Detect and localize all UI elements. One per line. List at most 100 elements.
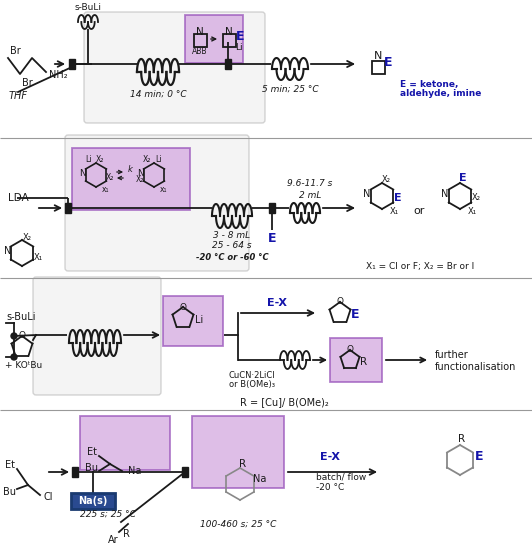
Bar [194,34,206,47]
Text: X₂: X₂ [22,233,31,241]
Text: R: R [239,459,246,469]
FancyBboxPatch shape [33,277,161,395]
Text: ABB: ABB [192,47,208,56]
Text: s-BuLi: s-BuLi [74,3,102,12]
Text: E: E [475,450,483,464]
Text: N: N [442,189,448,199]
Text: E: E [394,193,402,203]
Text: 14 min; 0 °C: 14 min; 0 °C [130,90,186,98]
FancyBboxPatch shape [72,148,190,210]
Text: or: or [413,206,425,216]
Text: X₁: X₁ [468,206,477,216]
Text: X₂: X₂ [471,194,480,202]
Text: Na: Na [253,474,267,484]
Bar [72,467,78,477]
Text: N: N [137,168,144,178]
Text: s-BuLi: s-BuLi [6,312,36,322]
Text: NH₂: NH₂ [49,70,68,80]
Text: 225 s; 25 °C: 225 s; 25 °C [80,509,136,519]
Text: THF: THF [9,91,28,101]
Text: N: N [225,27,233,37]
Text: Na: Na [128,466,142,476]
Text: Et: Et [87,447,97,457]
Text: Br: Br [10,46,21,56]
FancyBboxPatch shape [84,12,265,123]
Text: Na(s): Na(s) [78,496,107,506]
Text: 9.6-11.7 s: 9.6-11.7 s [287,179,332,189]
Text: O: O [19,332,26,340]
Text: Bu: Bu [4,487,16,497]
Bar [269,203,275,213]
Text: Bu: Bu [86,463,98,473]
Text: k: k [128,166,132,174]
Text: E: E [384,57,392,69]
Text: E: E [236,30,244,43]
Text: E = ketone,: E = ketone, [400,80,459,89]
Bar [371,60,385,74]
FancyBboxPatch shape [80,416,170,470]
Text: functionalisation: functionalisation [435,362,517,372]
Text: batch/ flow: batch/ flow [316,472,366,481]
Text: N: N [4,246,12,256]
Text: N: N [79,168,85,178]
Text: N: N [363,189,371,199]
Text: x₁: x₁ [102,184,110,194]
Text: Li: Li [235,42,243,52]
Text: O: O [179,302,187,311]
Text: X₁: X₁ [389,206,398,216]
Text: aldehyde, imine: aldehyde, imine [400,90,481,98]
Text: Cl: Cl [44,492,54,502]
FancyBboxPatch shape [185,15,243,63]
Text: N: N [374,51,382,61]
Text: E: E [351,309,359,322]
FancyBboxPatch shape [71,493,115,509]
Text: LDA: LDA [8,193,29,203]
Bar [225,59,231,69]
Text: O: O [346,345,353,355]
Text: -20 °C: -20 °C [316,483,344,492]
Text: 2 mL: 2 mL [299,190,321,200]
Text: X₂: X₂ [143,155,151,163]
Text: + KOᵗBu: + KOᵗBu [5,360,42,370]
Text: CuCN·2LiCl: CuCN·2LiCl [229,371,276,380]
Text: O: O [337,298,344,306]
FancyBboxPatch shape [163,296,223,346]
Bar [69,59,75,69]
Text: X₂: X₂ [136,174,144,184]
Text: -20 °C or -60 °C: -20 °C or -60 °C [196,252,268,261]
Text: further: further [435,350,469,360]
Text: Ar: Ar [107,535,118,545]
Text: X₁: X₁ [34,254,43,262]
Text: or B(OMe)₃: or B(OMe)₃ [229,379,275,388]
Text: X₁ = Cl or F; X₂ = Br or I: X₁ = Cl or F; X₂ = Br or I [366,261,474,271]
Text: 100-460 s; 25 °C: 100-460 s; 25 °C [200,520,277,529]
Text: Br: Br [22,78,33,88]
FancyBboxPatch shape [192,416,284,488]
Text: 5 min; 25 °C: 5 min; 25 °C [262,85,318,94]
Circle shape [11,354,17,360]
Text: N: N [196,27,204,37]
Text: x₁: x₁ [160,184,168,194]
Text: R = [Cu]/ B(OMe)₂: R = [Cu]/ B(OMe)₂ [240,397,329,407]
Text: Li: Li [156,155,162,163]
Bar [65,203,71,213]
Text: R: R [122,529,129,539]
Text: R: R [361,357,368,367]
Text: Li: Li [195,315,203,325]
Text: E-X: E-X [320,452,340,462]
FancyBboxPatch shape [65,135,249,271]
Text: Li: Li [86,155,92,163]
Text: X₂: X₂ [106,173,114,182]
Bar [222,34,236,47]
Text: X₂: X₂ [96,155,104,163]
Text: E: E [459,173,467,183]
Text: Et: Et [5,460,15,470]
Circle shape [11,333,17,339]
Text: E-X: E-X [267,298,287,308]
Text: X₂: X₂ [381,174,390,184]
Text: R: R [459,434,466,444]
Bar [182,467,188,477]
FancyBboxPatch shape [330,338,382,382]
Text: E: E [268,232,276,245]
Text: 25 - 64 s: 25 - 64 s [212,241,252,250]
